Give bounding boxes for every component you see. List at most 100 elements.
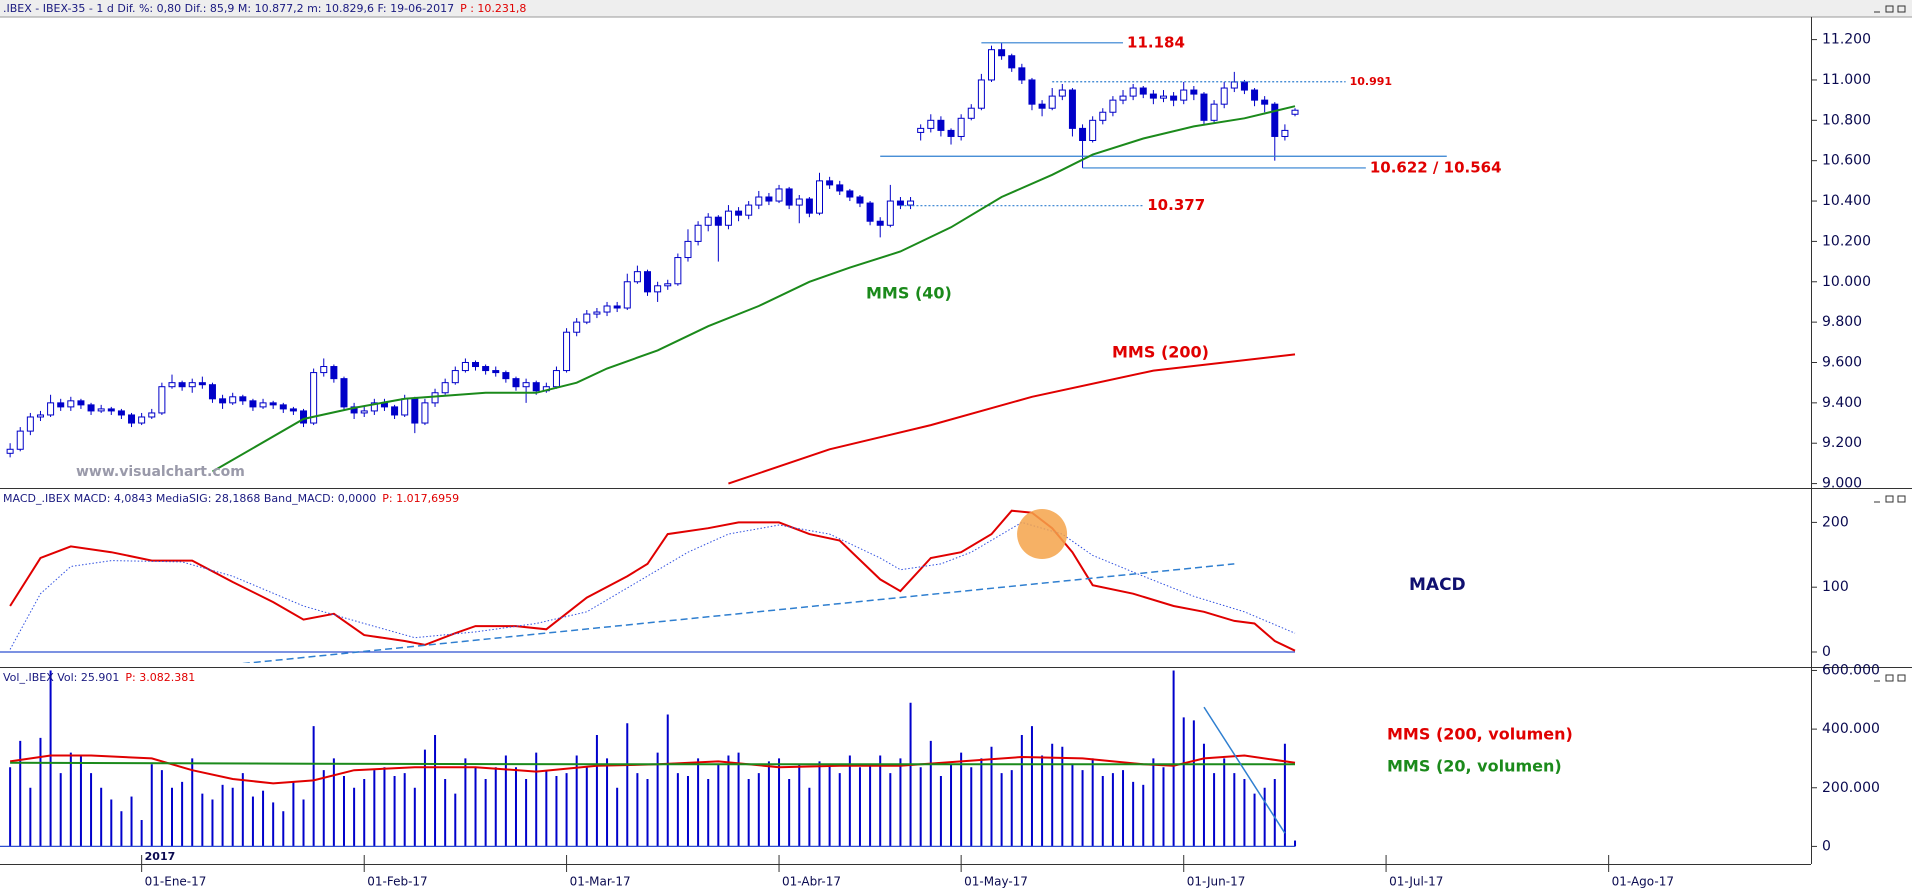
candle-body (603, 305, 611, 313)
x-tick-label: 01-Ago-17 (1612, 875, 1674, 889)
candle-body (1251, 89, 1259, 101)
trendline (1203, 706, 1286, 834)
candle-body (1129, 87, 1137, 97)
candle-body (684, 240, 692, 259)
x-tick-label: 01-Ene-17 (145, 875, 207, 889)
candle-body (1089, 119, 1097, 141)
candle-body (593, 311, 601, 315)
watermark: www.visualchart.com (76, 464, 245, 480)
candle-body (896, 200, 904, 206)
level-label: 10.991 (1350, 75, 1392, 88)
y-tick-label: 200 (1822, 514, 1849, 530)
candle-body (1271, 103, 1279, 137)
candle-body (57, 402, 65, 408)
candle-body (512, 378, 520, 388)
candle-body (1220, 87, 1228, 105)
y-tick-label: 10.400 (1822, 193, 1871, 209)
candle-body (1200, 93, 1208, 121)
candle-body (957, 117, 965, 137)
icon-maximize (1885, 674, 1894, 682)
candle-body (977, 79, 985, 109)
candle-body (866, 202, 874, 222)
panel-header: MACD_.IBEX MACD: 4,0843 MediaSIG: 28,186… (3, 492, 459, 505)
trendline (242, 563, 1235, 663)
x-tick-label: 01-Feb-17 (367, 875, 427, 889)
candle-body (360, 410, 368, 414)
candle-body (229, 396, 237, 404)
candle-body (1230, 81, 1238, 89)
candle-body (77, 400, 85, 406)
candle-body (917, 127, 925, 133)
plot-area (6, 42, 1447, 485)
candle-body (1018, 67, 1026, 81)
y-tick-label: 200.000 (1822, 780, 1880, 796)
series-line (9, 521, 1296, 650)
candle-body (87, 404, 95, 412)
x-tick-label: 01-Mar-17 (570, 875, 631, 889)
candle-body (16, 430, 24, 450)
level-label: 11.184 (1127, 33, 1185, 51)
candle-body (1008, 55, 1016, 69)
candle-body (765, 196, 773, 202)
level-label: 10.377 (1147, 196, 1205, 214)
candle-body (320, 366, 328, 374)
candle-body (846, 190, 854, 198)
candle-body (431, 392, 439, 404)
candle-body (370, 402, 378, 412)
icon-maximize (1885, 495, 1894, 503)
candle-body (1240, 81, 1248, 91)
candle-body (492, 370, 500, 374)
candle-body (421, 402, 429, 424)
y-tick-label: 100 (1822, 579, 1849, 595)
candle-body (1058, 89, 1066, 97)
y-tick-label: 10.200 (1822, 233, 1871, 249)
candle-body (1109, 99, 1117, 113)
candle-body (644, 271, 652, 293)
candle-body (826, 180, 834, 186)
plot-area (0, 509, 1296, 663)
candle-body (1291, 109, 1299, 115)
header-item: MACD_.IBEX MACD: 4,0843 MediaSIG: 28,186… (3, 492, 376, 505)
plot-area (0, 670, 1297, 848)
candle-body (1210, 103, 1218, 121)
y-tick-label: 9.600 (1822, 354, 1862, 370)
header-item: Vol_.IBEX Vol: 25.901 (3, 671, 119, 684)
x-tick-label: 01-Abr-17 (782, 875, 841, 889)
x-tick-label: 01-May-17 (964, 875, 1028, 889)
candle-body (279, 404, 287, 410)
panel-header: Vol_.IBEX Vol: 25.901 P: 3.082.381 (3, 671, 195, 684)
candle-body (704, 216, 712, 226)
highlight-circle (1017, 509, 1068, 560)
y-tick-label: 9.000 (1822, 476, 1862, 492)
candle-body (927, 119, 935, 129)
candle-body (67, 400, 75, 408)
candle-body (1149, 93, 1157, 99)
series-label: MMS (200) (1112, 343, 1209, 362)
candle-body (1079, 127, 1087, 141)
series-line (212, 105, 1296, 473)
header-item: P: 3.082.381 (125, 671, 195, 684)
candle-body (208, 384, 216, 400)
series-line (728, 353, 1296, 485)
candle-body (785, 188, 793, 206)
candle-body (310, 372, 318, 424)
y-tick-label: 600.000 (1822, 662, 1880, 678)
y-tick-label: 9.200 (1822, 435, 1862, 451)
candle-body (249, 400, 257, 408)
y-tick-label: 10.800 (1822, 112, 1871, 128)
y-tick-label: 0 (1822, 838, 1831, 854)
candle-body (502, 372, 510, 380)
candle-body (1038, 103, 1046, 109)
candle-body (987, 49, 995, 81)
candle-body (633, 271, 641, 283)
candle-body (1159, 95, 1167, 99)
candle-body (117, 410, 125, 416)
y-tick-label: 11.200 (1822, 32, 1871, 48)
x-tick-label: 01-Jun-17 (1187, 875, 1246, 889)
candle-body (947, 129, 955, 137)
candle-body (47, 402, 55, 416)
candle-body (107, 408, 115, 412)
candle-body (411, 398, 419, 424)
candle-body (714, 216, 722, 226)
